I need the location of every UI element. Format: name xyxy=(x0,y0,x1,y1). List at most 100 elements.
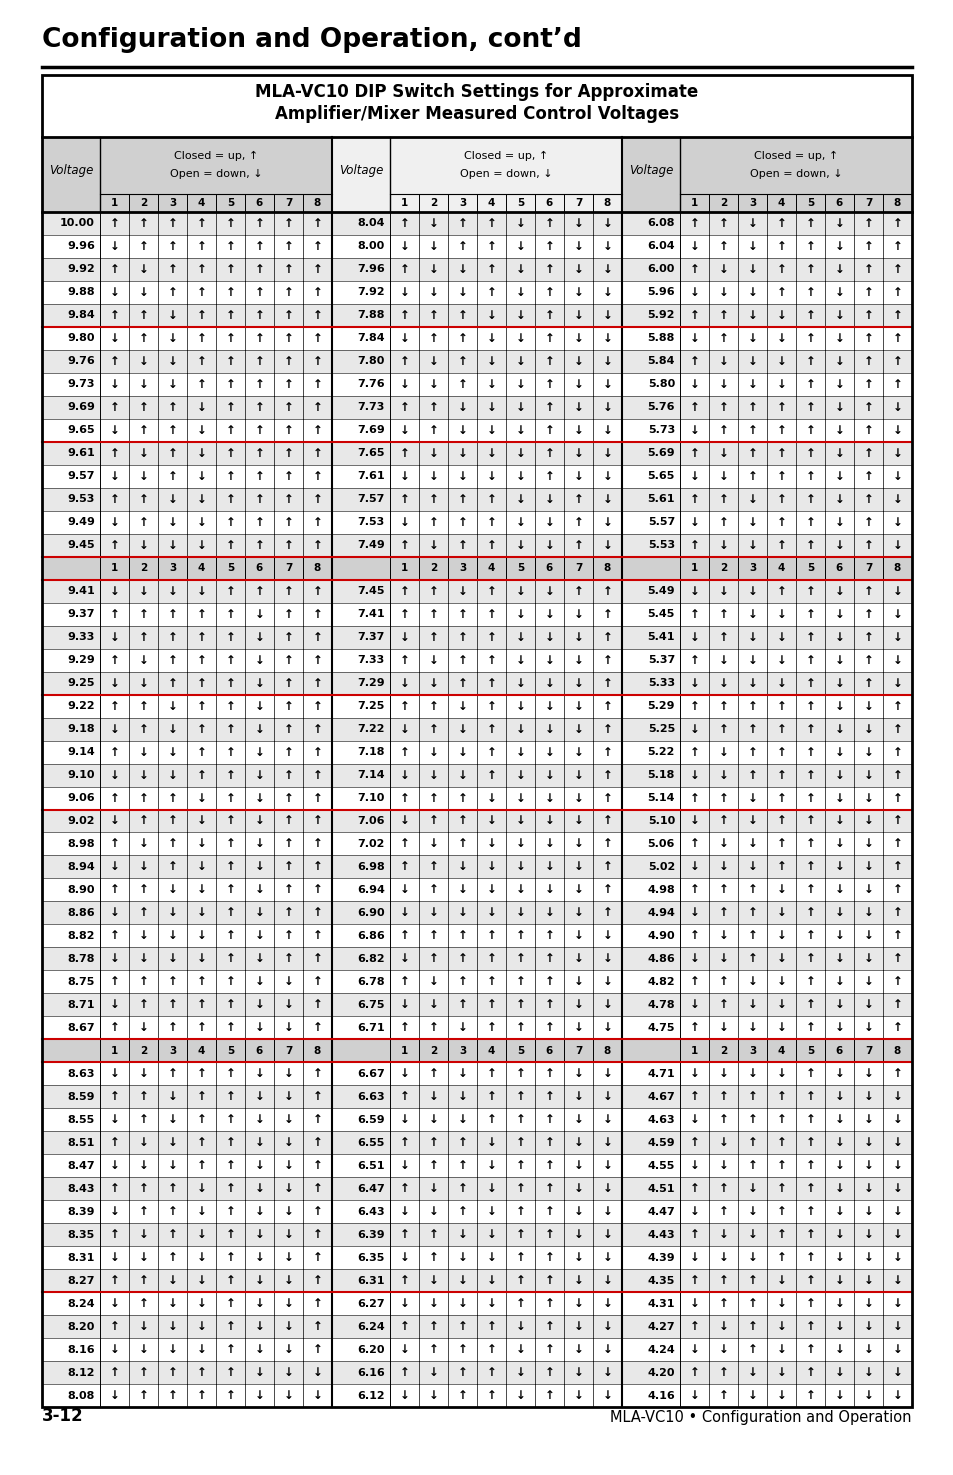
Text: ↓: ↓ xyxy=(254,884,264,897)
Text: ↑: ↑ xyxy=(776,860,785,873)
Text: 6.94: 6.94 xyxy=(356,885,385,895)
Text: ↑: ↑ xyxy=(283,423,294,437)
Text: ↓: ↓ xyxy=(283,1068,294,1080)
Text: ↑: ↑ xyxy=(804,493,815,506)
Text: ↑: ↑ xyxy=(313,1344,322,1356)
Text: ↓: ↓ xyxy=(399,999,409,1012)
Text: ↑: ↑ xyxy=(428,1320,438,1333)
Bar xyxy=(42,1361,332,1384)
Text: ↑: ↑ xyxy=(689,1320,699,1333)
Text: ↓: ↓ xyxy=(689,1114,699,1127)
Text: 7: 7 xyxy=(864,563,871,574)
Text: ↑: ↑ xyxy=(313,929,322,943)
Text: 6.71: 6.71 xyxy=(357,1022,385,1032)
Text: ↓: ↓ xyxy=(718,1320,728,1333)
Text: ↑: ↑ xyxy=(776,401,785,414)
Text: ↑: ↑ xyxy=(225,1366,235,1379)
Bar xyxy=(42,1177,332,1201)
Text: 6.78: 6.78 xyxy=(357,976,385,987)
Text: Configuration and Operation, cont’d: Configuration and Operation, cont’d xyxy=(42,27,581,53)
Bar xyxy=(332,1316,621,1338)
Text: 6.63: 6.63 xyxy=(357,1092,385,1102)
Bar xyxy=(621,855,911,879)
Text: ↓: ↓ xyxy=(834,286,843,299)
Text: ↓: ↓ xyxy=(862,1205,873,1218)
Text: ↑: ↑ xyxy=(602,860,612,873)
Text: ↑: ↑ xyxy=(110,1274,119,1288)
Text: ↑: ↑ xyxy=(457,1205,467,1218)
Text: 8.90: 8.90 xyxy=(68,885,95,895)
Text: ↓: ↓ xyxy=(254,653,264,667)
Bar xyxy=(42,1268,332,1292)
Text: 5.92: 5.92 xyxy=(647,310,675,320)
Text: ↓: ↓ xyxy=(776,608,785,621)
Text: ↓: ↓ xyxy=(457,423,467,437)
Bar xyxy=(621,419,911,442)
Text: ↑: ↑ xyxy=(168,217,177,230)
Text: ↑: ↑ xyxy=(428,929,438,943)
Text: ↑: ↑ xyxy=(718,217,728,230)
Text: ↑: ↑ xyxy=(313,240,322,254)
Text: ↑: ↑ xyxy=(862,631,873,643)
Bar xyxy=(621,1223,911,1246)
Text: ↑: ↑ xyxy=(225,538,235,552)
Text: ↑: ↑ xyxy=(225,240,235,254)
Text: ↓: ↓ xyxy=(573,1274,583,1288)
Text: ↑: ↑ xyxy=(168,401,177,414)
Text: ↑: ↑ xyxy=(428,792,438,804)
Text: ↓: ↓ xyxy=(515,286,525,299)
Bar xyxy=(42,855,332,879)
Text: ↑: ↑ xyxy=(544,1389,554,1403)
Text: 8: 8 xyxy=(314,563,321,574)
Text: ↑: ↑ xyxy=(196,653,206,667)
Text: 2: 2 xyxy=(430,1046,436,1056)
Text: ↑: ↑ xyxy=(225,999,235,1012)
Text: ↑: ↑ xyxy=(196,1021,206,1034)
Bar xyxy=(42,395,332,419)
Text: ↓: ↓ xyxy=(110,768,119,782)
Text: ↑: ↑ xyxy=(515,953,525,965)
Text: 5.14: 5.14 xyxy=(647,794,675,802)
Text: ↓: ↓ xyxy=(573,401,583,414)
Text: ↓: ↓ xyxy=(399,884,409,897)
Bar xyxy=(332,1062,621,1086)
Text: ↓: ↓ xyxy=(486,1274,496,1288)
Text: ↓: ↓ xyxy=(457,907,467,919)
Text: ↑: ↑ xyxy=(168,1181,177,1195)
Text: ↑: ↑ xyxy=(689,792,699,804)
Text: ↑: ↑ xyxy=(776,469,785,482)
Text: ↓: ↓ xyxy=(602,493,612,506)
Text: ↓: ↓ xyxy=(862,1344,873,1356)
Text: ↑: ↑ xyxy=(283,929,294,943)
Text: ↑: ↑ xyxy=(283,653,294,667)
Bar xyxy=(332,258,621,280)
Text: ↑: ↑ xyxy=(225,792,235,804)
Text: ↑: ↑ xyxy=(313,792,322,804)
Text: ↓: ↓ xyxy=(457,1021,467,1034)
Text: ↓: ↓ xyxy=(399,332,409,345)
Text: ↓: ↓ xyxy=(862,745,873,758)
Text: ↓: ↓ xyxy=(283,1181,294,1195)
Text: ↓: ↓ xyxy=(573,1389,583,1403)
Text: ↓: ↓ xyxy=(254,699,264,712)
Text: ↑: ↑ xyxy=(283,538,294,552)
Text: ↓: ↓ xyxy=(544,631,554,643)
Text: ↓: ↓ xyxy=(138,745,149,758)
Text: ↓: ↓ xyxy=(457,1229,467,1240)
Text: ↑: ↑ xyxy=(718,907,728,919)
Bar xyxy=(42,901,332,925)
Text: ↓: ↓ xyxy=(892,1181,902,1195)
Text: ↑: ↑ xyxy=(313,884,322,897)
Text: ↓: ↓ xyxy=(573,768,583,782)
Text: ↑: ↑ xyxy=(892,814,902,827)
Text: ↓: ↓ xyxy=(862,975,873,988)
Bar xyxy=(332,1268,621,1292)
Text: ↑: ↑ xyxy=(313,699,322,712)
Text: ↑: ↑ xyxy=(225,584,235,597)
Text: ↓: ↓ xyxy=(428,263,438,276)
Text: ↑: ↑ xyxy=(776,1114,785,1127)
Text: ↓: ↓ xyxy=(110,723,119,736)
Text: ↓: ↓ xyxy=(168,355,177,367)
Text: ↓: ↓ xyxy=(254,1159,264,1173)
Text: ↓: ↓ xyxy=(138,447,149,460)
